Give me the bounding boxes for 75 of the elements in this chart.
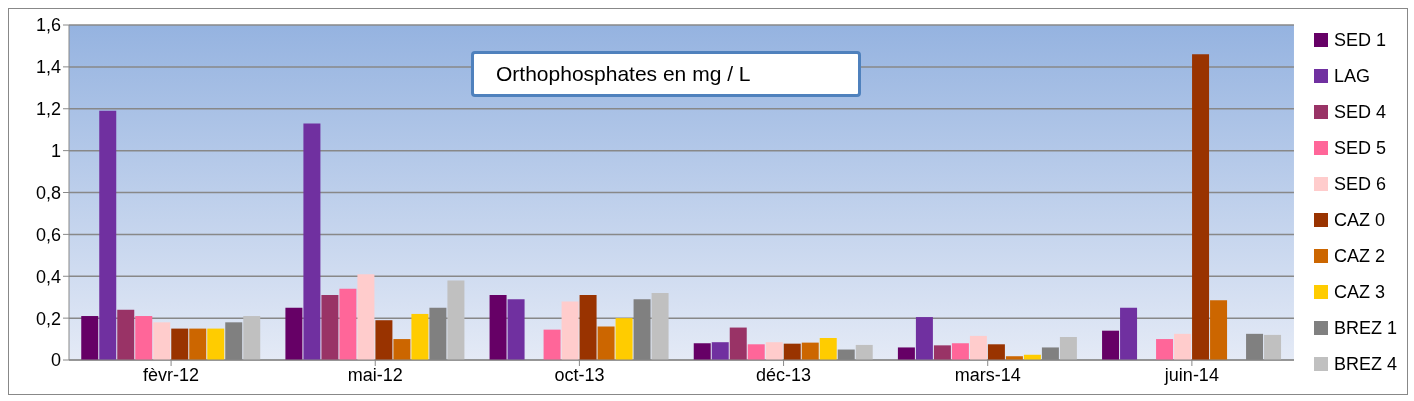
- x-tick-label: mars-14: [954, 364, 1021, 385]
- y-tick-label: 0,6: [35, 224, 61, 245]
- x-tick-label: juin-14: [1163, 364, 1219, 385]
- bar: [969, 335, 987, 360]
- bar: [507, 299, 525, 360]
- legend-label: LAG: [1333, 64, 1370, 88]
- bar: [411, 313, 429, 360]
- bar: [189, 328, 207, 360]
- bar: [693, 343, 711, 360]
- bar: [489, 295, 507, 360]
- bar: [729, 327, 747, 360]
- bar: [765, 342, 783, 360]
- y-tick-label: 0,2: [35, 308, 61, 329]
- title-box: Orthophosphates en mg / L: [471, 51, 861, 97]
- y-tick-label: 1,4: [35, 57, 61, 78]
- bar: [855, 344, 873, 360]
- bar: [1120, 307, 1138, 360]
- bar: [1102, 330, 1120, 360]
- bar: [951, 343, 969, 360]
- bar: [339, 288, 357, 360]
- bar: [915, 317, 933, 360]
- bar: [933, 345, 951, 360]
- bar: [117, 309, 135, 360]
- x-tick-label: fèvr-12: [143, 364, 200, 385]
- bar: [81, 316, 99, 360]
- bar: [801, 342, 819, 360]
- legend-label: SED 6: [1333, 172, 1386, 196]
- bar: [747, 344, 765, 360]
- y-tick-label: 0,4: [35, 266, 61, 287]
- bar: [543, 329, 561, 360]
- bar: [99, 110, 117, 360]
- bar: [711, 342, 729, 360]
- bar: [597, 326, 615, 360]
- bar: [1192, 54, 1210, 360]
- bar: [987, 344, 1005, 360]
- legend-label: CAZ 0: [1333, 208, 1385, 232]
- x-tick-label: mai-12: [347, 364, 403, 385]
- bar: [1059, 336, 1077, 360]
- bar: [171, 328, 189, 360]
- legend-label: SED 4: [1333, 100, 1386, 124]
- bar: [243, 316, 261, 360]
- bar: [897, 347, 915, 360]
- bar: [819, 338, 837, 360]
- y-tick-label: 1,2: [35, 99, 61, 120]
- bar: [1210, 300, 1228, 360]
- bar: [561, 301, 579, 360]
- bar: [357, 274, 375, 360]
- bar: [783, 343, 801, 360]
- bar: [393, 339, 411, 360]
- bar: [303, 123, 321, 360]
- legend-label: BREZ 4: [1333, 352, 1397, 376]
- bar: [153, 322, 171, 360]
- y-tick-label: 0: [50, 350, 61, 371]
- bar: [579, 295, 597, 360]
- bar: [1156, 339, 1174, 360]
- bar: [375, 320, 393, 360]
- x-tick-label: déc-13: [756, 364, 812, 385]
- bar: [207, 328, 225, 360]
- legend-label: SED 1: [1333, 28, 1386, 52]
- legend-label: BREZ 1: [1333, 316, 1397, 340]
- y-tick-label: 1,6: [35, 15, 61, 36]
- legend-label: CAZ 2: [1333, 244, 1385, 268]
- legend-label: SED 5: [1333, 136, 1386, 160]
- bar: [321, 295, 339, 360]
- bar: [135, 316, 153, 360]
- y-tick-label: 1: [50, 141, 61, 162]
- bar: [285, 307, 303, 360]
- y-tick-label: 0,8: [35, 182, 61, 203]
- legend-label: CAZ 3: [1333, 280, 1385, 304]
- bar: [1174, 333, 1192, 360]
- bar: [651, 293, 669, 360]
- x-tick-label: oct-13: [554, 364, 605, 385]
- bar: [615, 318, 633, 360]
- bar: [447, 280, 465, 360]
- bar: [1264, 334, 1282, 360]
